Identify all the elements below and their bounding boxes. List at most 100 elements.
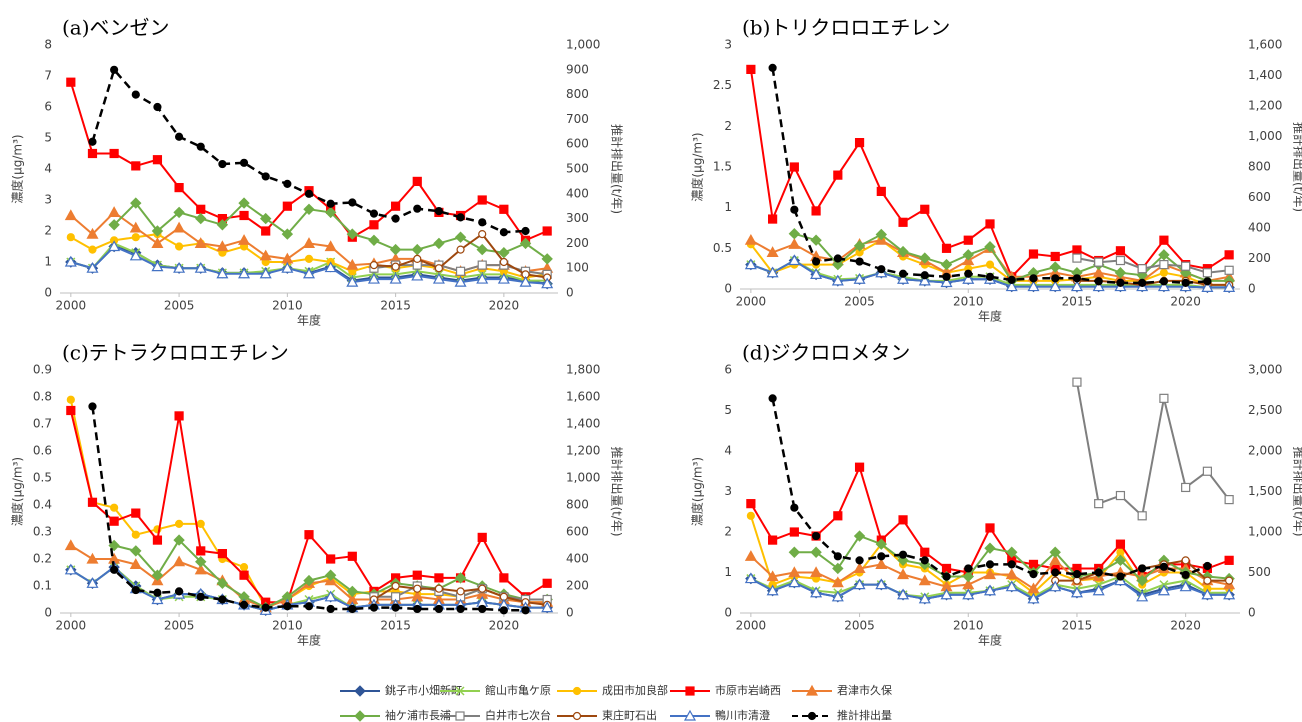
marker (1202, 466, 1212, 476)
marker (1138, 564, 1147, 573)
x-tick-label: 2000 (736, 619, 767, 633)
legend-label: 袖ケ浦市長浦 (385, 708, 451, 722)
marker (302, 237, 316, 248)
marker (832, 562, 844, 575)
y-tick-label: 0.5 (713, 241, 732, 255)
marker (1116, 572, 1125, 581)
marker (1137, 511, 1147, 521)
marker (239, 600, 249, 610)
marker (898, 550, 908, 559)
marker (810, 234, 822, 246)
marker (326, 554, 336, 564)
series-line (750, 464, 1230, 578)
marker (283, 602, 292, 611)
marker (391, 262, 400, 271)
marker (1223, 281, 1236, 292)
marker (499, 204, 509, 214)
marker (413, 604, 422, 614)
series (1072, 377, 1234, 521)
marker (434, 604, 444, 614)
y2-tick-label: 1,800 (566, 363, 600, 377)
x-tick-label: 2000 (56, 619, 87, 633)
y2-axis-label: 推計排出量(t/年) (1292, 122, 1302, 212)
marker (196, 592, 205, 601)
marker (832, 258, 844, 271)
x-tick-label: 2005 (164, 619, 195, 633)
marker (920, 556, 929, 565)
marker (962, 570, 974, 583)
marker (348, 198, 357, 207)
marker (478, 218, 487, 227)
marker (985, 523, 995, 533)
marker (1094, 257, 1104, 267)
marker (87, 497, 98, 507)
marker (854, 462, 865, 472)
series-line (1076, 381, 1230, 518)
marker (744, 550, 757, 561)
marker (983, 584, 997, 596)
marker (985, 272, 995, 281)
y-tick-label: 0.6 (33, 444, 52, 458)
marker (66, 77, 76, 87)
marker (346, 258, 359, 270)
marker (261, 603, 270, 612)
marker (131, 530, 140, 539)
marker (920, 204, 930, 214)
marker (1136, 590, 1149, 602)
marker (151, 593, 164, 605)
marker (1072, 377, 1082, 387)
marker (519, 275, 532, 287)
y-axis-label: 濃度(μg/m³) (10, 457, 25, 526)
marker (1225, 576, 1234, 585)
legend-marker (685, 686, 695, 696)
marker (348, 604, 357, 614)
y-tick-label: 2 (44, 224, 52, 238)
chart-title: (a)ベンゼン (62, 16, 170, 40)
marker (476, 243, 488, 256)
marker (151, 237, 164, 248)
y2-tick-label: 400 (566, 186, 589, 200)
marker (261, 172, 270, 181)
marker (790, 205, 799, 214)
series (1072, 253, 1234, 278)
marker (324, 240, 337, 252)
marker (304, 254, 314, 263)
marker (1116, 278, 1125, 287)
marker (1203, 561, 1212, 571)
x-axis-label: 年度 (978, 633, 1002, 648)
marker (434, 207, 444, 216)
marker (369, 220, 379, 230)
y-tick-label: 1 (724, 565, 732, 579)
x-tick-label: 2020 (489, 619, 520, 633)
marker (920, 547, 930, 557)
legend-marker (572, 686, 582, 696)
marker (174, 242, 184, 251)
marker (304, 530, 314, 540)
marker (497, 272, 510, 284)
marker (477, 195, 487, 205)
y-tick-label: 0.1 (33, 579, 52, 593)
marker (1158, 249, 1170, 261)
marker (940, 258, 953, 271)
marker (131, 508, 141, 518)
y2-tick-label: 900 (566, 62, 589, 76)
marker (108, 206, 121, 217)
y-tick-label: 2.5 (713, 78, 732, 92)
x-tick-label: 2020 (1170, 619, 1201, 633)
marker (454, 572, 467, 584)
marker (109, 516, 119, 526)
marker (196, 546, 206, 556)
legend-marker (455, 711, 465, 721)
marker (964, 269, 973, 278)
marker (196, 142, 205, 151)
marker (173, 261, 186, 273)
marker (1072, 253, 1082, 263)
marker (303, 574, 315, 587)
marker (1029, 570, 1038, 579)
marker (1072, 245, 1082, 255)
marker (1181, 570, 1190, 580)
legend-marker (455, 686, 465, 696)
x-tick-label: 2005 (844, 619, 875, 633)
marker (1094, 568, 1103, 577)
marker (920, 271, 929, 280)
